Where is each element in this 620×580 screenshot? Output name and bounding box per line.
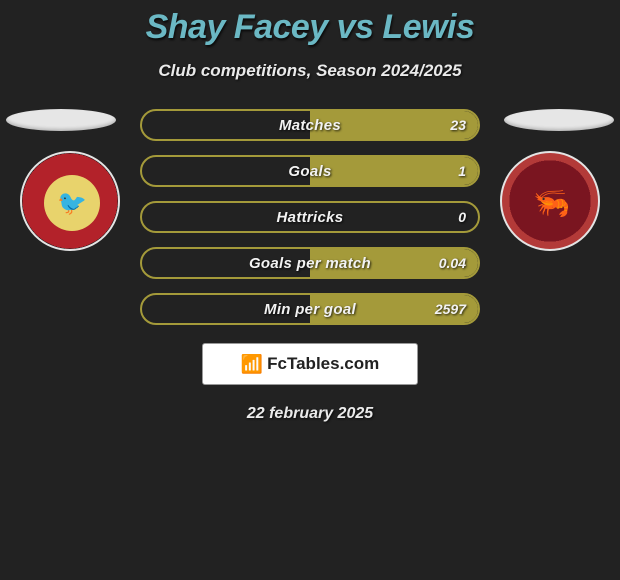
stat-label: Goals [142, 157, 478, 185]
player-left-avatar-halo [6, 109, 116, 131]
date-label: 22 february 2025 [0, 405, 620, 423]
stat-row: 1Goals [140, 155, 480, 187]
stat-label: Min per goal [142, 295, 478, 323]
bird-icon: 🐦 [44, 175, 100, 231]
attribution-label: FcTables.com [267, 354, 379, 374]
comparison-panel: 🐦 🦐 23Matches 1Goals 0Hattricks 0.04Goals p… [0, 109, 620, 329]
shrimp-icon: 🦐 [532, 183, 572, 223]
club-badge-left: 🐦 [20, 151, 120, 251]
subtitle: Club competitions, Season 2024/2025 [0, 61, 620, 81]
stat-label: Goals per match [142, 249, 478, 277]
page-title: Shay Facey vs Lewis [0, 0, 620, 47]
stat-row: 23Matches [140, 109, 480, 141]
stat-row: 0.04Goals per match [140, 247, 480, 279]
stat-label: Matches [142, 111, 478, 139]
club-badge-right: 🦐 [500, 151, 600, 251]
player-right-avatar-halo [504, 109, 614, 131]
chart-icon: 📶 [241, 354, 263, 375]
stat-row: 0Hattricks [140, 201, 480, 233]
attribution-badge[interactable]: 📶 FcTables.com [202, 343, 418, 385]
stat-row: 2597Min per goal [140, 293, 480, 325]
stats-list: 23Matches 1Goals 0Hattricks 0.04Goals per m… [140, 109, 480, 339]
stat-label: Hattricks [142, 203, 478, 231]
